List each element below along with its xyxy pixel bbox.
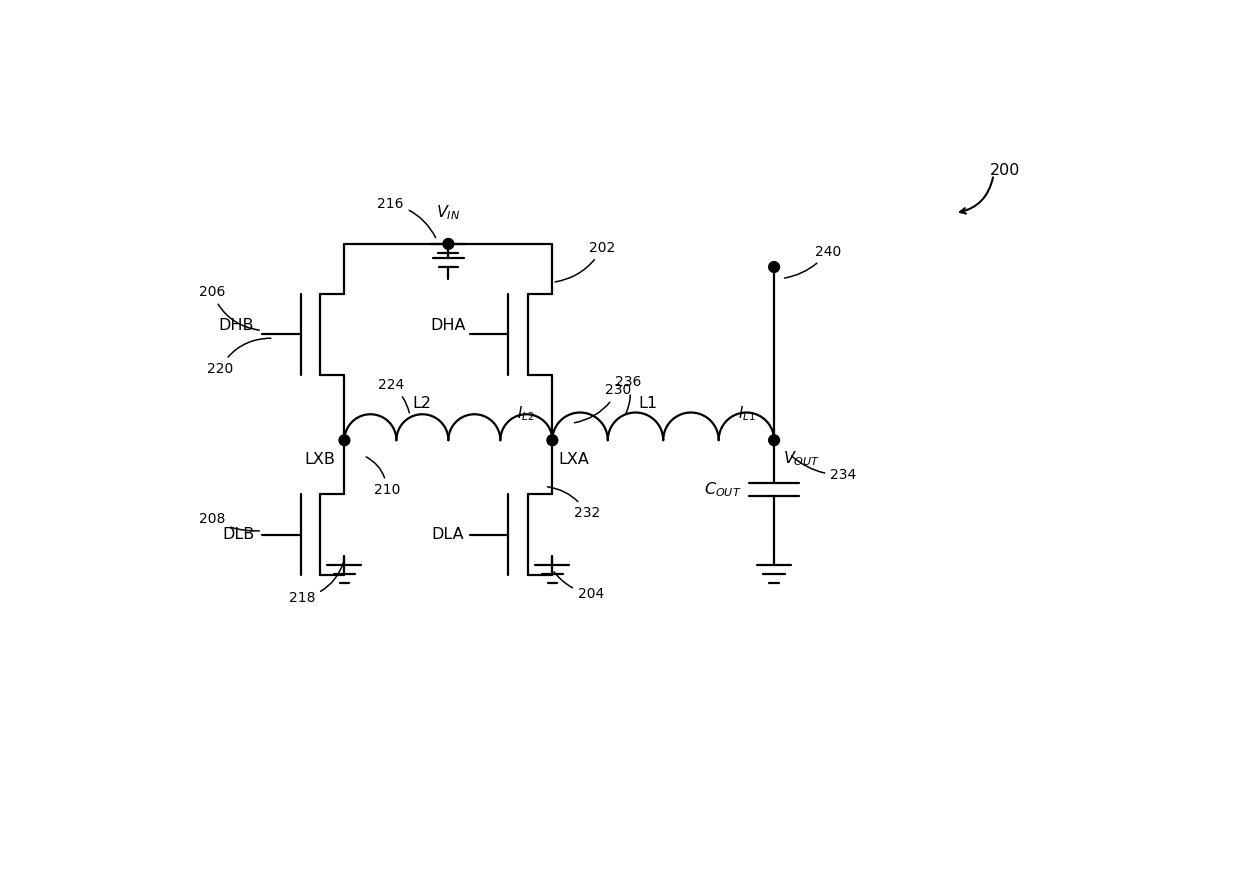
Text: $I_{L1}$: $I_{L1}$	[738, 405, 756, 423]
Text: 220: 220	[207, 338, 270, 376]
Text: 230: 230	[574, 383, 631, 422]
Text: 206: 206	[198, 285, 259, 330]
Text: 236: 236	[615, 375, 642, 413]
Text: 224: 224	[377, 378, 409, 413]
Text: $I_{L2}$: $I_{L2}$	[517, 405, 534, 423]
Text: 204: 204	[554, 572, 604, 601]
Text: LXA: LXA	[558, 452, 589, 467]
Text: L1: L1	[639, 396, 657, 411]
Text: 216: 216	[377, 197, 435, 238]
Circle shape	[769, 435, 780, 446]
Text: DLA: DLA	[432, 527, 464, 542]
Text: $V_{OUT}$: $V_{OUT}$	[784, 449, 821, 469]
Text: L2: L2	[412, 396, 432, 411]
Text: DHA: DHA	[430, 318, 466, 333]
Circle shape	[339, 435, 350, 446]
Text: DLB: DLB	[222, 527, 254, 542]
Text: 234: 234	[791, 456, 857, 482]
Circle shape	[443, 239, 454, 249]
Text: 232: 232	[547, 487, 600, 520]
Text: 210: 210	[366, 457, 401, 497]
Text: $C_{OUT}$: $C_{OUT}$	[704, 480, 742, 499]
Text: 208: 208	[198, 512, 259, 531]
Text: 200: 200	[990, 163, 1021, 179]
Circle shape	[769, 261, 780, 273]
Text: $V_{IN}$: $V_{IN}$	[436, 204, 460, 222]
Text: LXB: LXB	[304, 452, 335, 467]
Text: 218: 218	[289, 563, 343, 605]
Text: 202: 202	[556, 240, 615, 282]
Text: DHB: DHB	[218, 318, 254, 333]
Circle shape	[547, 435, 558, 446]
Text: 240: 240	[785, 245, 841, 278]
